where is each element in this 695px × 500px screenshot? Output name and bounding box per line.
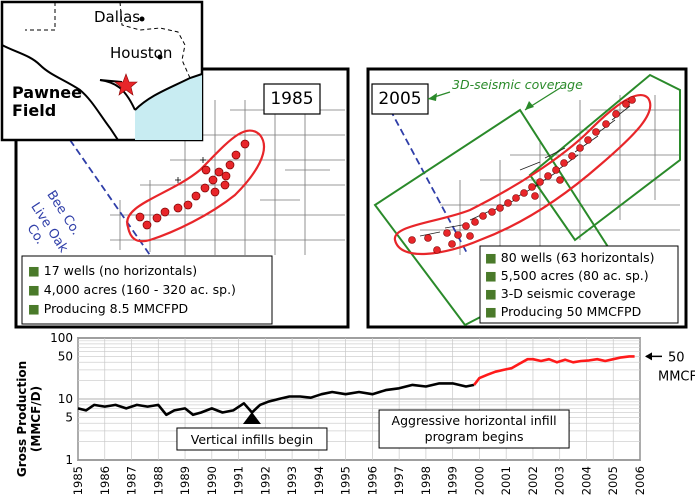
field-outline-1985 <box>126 129 266 243</box>
x-tick-label: 1995 <box>339 466 353 495</box>
bullet-item: ■ Producing 50 MMCFPD <box>485 304 642 319</box>
x-tick-label: 2005 <box>606 466 620 495</box>
x-tick-label: 2000 <box>472 466 486 495</box>
bullet-text: 80 wells (63 horizontals) <box>500 250 655 265</box>
y-tick-label: 1 <box>65 453 73 467</box>
y-axis-label: Gross Production(MMCF/D) <box>15 361 43 477</box>
field-label-line-1: Pawnee <box>12 83 82 102</box>
annotation-box-horizontal <box>378 409 570 449</box>
seismic-arrowhead-2 <box>525 101 534 110</box>
state-border-dashed <box>119 1 191 79</box>
x-tick-label: 2003 <box>553 466 567 495</box>
annotation-horizontal-line-2: program begins <box>425 429 524 444</box>
label-mmcf: MMCF <box>658 369 695 384</box>
field-label: Pawnee Field <box>12 84 82 120</box>
arrowhead-50mmcf <box>645 352 652 361</box>
bullet-box-1985 <box>21 255 273 325</box>
bullet-list-1985: ■ 17 wells (no horizontals) ■ 4,000 acre… <box>28 261 236 318</box>
x-tick-label: 1997 <box>392 466 406 495</box>
city-label-houston: Houston <box>110 44 173 62</box>
series-line-2 <box>473 355 635 386</box>
bullet-item: ■ 17 wells (no horizontals) <box>28 263 198 278</box>
bullet-text: 17 wells (no horizontals) <box>43 263 198 278</box>
y-axis-label-line-1: Gross Production <box>15 361 29 477</box>
bullet-item: ■ 5,500 acres (80 ac. sp.) <box>485 268 649 283</box>
x-tick-label: 1994 <box>312 466 326 495</box>
x-tick-label: 1998 <box>419 466 433 495</box>
gulf-water <box>135 74 202 140</box>
houston-dot <box>157 54 163 60</box>
x-tick-label: 1987 <box>125 466 139 495</box>
y-tick-label: 50 <box>58 349 73 363</box>
year-label-2005: 2005 <box>378 89 422 109</box>
wells-1985 <box>135 139 250 230</box>
series-line-1 <box>77 382 475 417</box>
x-tick-label: 1985 <box>71 466 85 495</box>
x-tick-label: 1992 <box>258 466 272 495</box>
production-chart: 1 5 10 50 100 1985 1986 1987 1988 1989 1990 1991 199… <box>15 331 695 495</box>
bullet-text: Producing 50 MMCFPD <box>500 304 642 319</box>
x-tick-label: 1993 <box>285 466 299 495</box>
field-label-line-2: Field <box>12 101 57 120</box>
bullet-text: 5,500 acres (80 ac. sp.) <box>500 268 649 283</box>
x-tick-label: 2002 <box>526 466 540 495</box>
label-50: 50 <box>668 350 685 365</box>
annotation-horizontal-line-1: Aggressive horizontal infill <box>392 413 557 428</box>
wells-2005 <box>408 96 636 254</box>
seismic-arrowhead <box>428 93 437 101</box>
city-label-dallas: Dallas <box>94 8 141 26</box>
triangle-marker-vertical <box>242 412 261 424</box>
county-line-1985 <box>69 139 153 259</box>
bullet-item: ■ Producing 8.5 MMCFPD <box>28 301 189 316</box>
y-tick-label: 100 <box>50 331 73 345</box>
maps-layer <box>0 0 688 329</box>
dallas-dot <box>139 16 145 22</box>
seismic-box-2 <box>528 73 681 242</box>
y-tick-label: 5 <box>65 410 73 424</box>
x-tick-label: 1991 <box>232 466 246 495</box>
x-tick-label: 2004 <box>579 466 593 495</box>
seismic-coverage-label: 3D-seismic coverage <box>452 77 583 92</box>
bullet-text: Producing 8.5 MMCFPD <box>43 301 189 316</box>
year-box-1985 <box>263 83 321 115</box>
x-tick-label: 1999 <box>446 466 460 495</box>
annotation-vertical-infills: Vertical infills begin <box>191 432 313 447</box>
panhandle-border <box>25 2 56 31</box>
x-tick-label: 1990 <box>205 466 219 495</box>
state-border-rio <box>1 44 119 141</box>
x-tick-label: 1996 <box>365 466 379 495</box>
bullet-item: ■ 3-D seismic coverage <box>485 286 636 301</box>
y-axis-label-line-2: (MMCF/D) <box>29 386 43 452</box>
y-tick-label: 10 <box>58 392 73 406</box>
bullet-text: 3-D seismic coverage <box>500 286 636 301</box>
bullet-text: 4,000 acres (160 - 320 ac. sp.) <box>43 282 236 297</box>
field-outline-2005 <box>393 94 652 256</box>
bullet-box-2005 <box>479 245 679 324</box>
star-icon <box>114 73 138 96</box>
county-line-2005 <box>384 99 469 256</box>
dry-holes-1985 <box>175 157 206 183</box>
bullet-item: ■ 80 wells (63 horizontals) <box>485 250 655 265</box>
x-tick-label: 1989 <box>178 466 192 495</box>
annotation-box-vertical <box>176 427 328 451</box>
x-tick-label: 2006 <box>633 466 647 495</box>
x-tick-label: 1988 <box>151 466 165 495</box>
bullet-list-2005: ■ 80 wells (63 horizontals) ■ 5,500 acre… <box>485 249 655 321</box>
field-leader <box>99 79 123 83</box>
x-tick-label: 2001 <box>499 466 513 495</box>
year-label-1985: 1985 <box>270 89 314 109</box>
x-tick-label: 1986 <box>98 466 112 495</box>
bullet-item: ■ 4,000 acres (160 - 320 ac. sp.) <box>28 282 236 297</box>
